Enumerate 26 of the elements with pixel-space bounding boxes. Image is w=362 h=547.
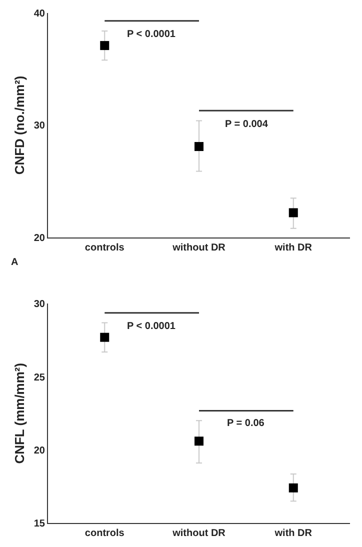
x-tick-label: with DR: [274, 242, 313, 254]
y-tick-label: 20: [34, 445, 46, 456]
annotation: P < 0.0001: [127, 29, 176, 40]
point: [194, 436, 204, 446]
x-tick-label: with DR: [274, 528, 313, 539]
x-tick-label: without DR: [172, 242, 226, 254]
x-tick-label: controls: [84, 242, 125, 254]
point: [100, 332, 110, 342]
point: [194, 142, 204, 152]
y-tick-label: 30: [34, 120, 46, 132]
annotation: P = 0.004: [225, 119, 268, 130]
y-axis-title: CNFL (mm/mm²): [12, 362, 27, 464]
y-tick-label: 20: [34, 232, 46, 244]
y-tick-label: 40: [34, 8, 46, 20]
y-tick-label: 15: [34, 518, 46, 530]
text: A: [11, 257, 18, 268]
x-tick-label: without DR: [172, 528, 226, 539]
annotation: P = 0.06: [227, 418, 265, 429]
point: [100, 41, 110, 50]
x-tick-label: controls: [84, 528, 125, 539]
point: [288, 208, 298, 218]
y-tick-label: 30: [34, 299, 46, 310]
point: [288, 483, 298, 492]
y-tick-label: 25: [34, 372, 46, 384]
annotation: P < 0.0001: [127, 321, 176, 332]
y-axis-title: CNFD (no./mm²): [12, 76, 27, 175]
